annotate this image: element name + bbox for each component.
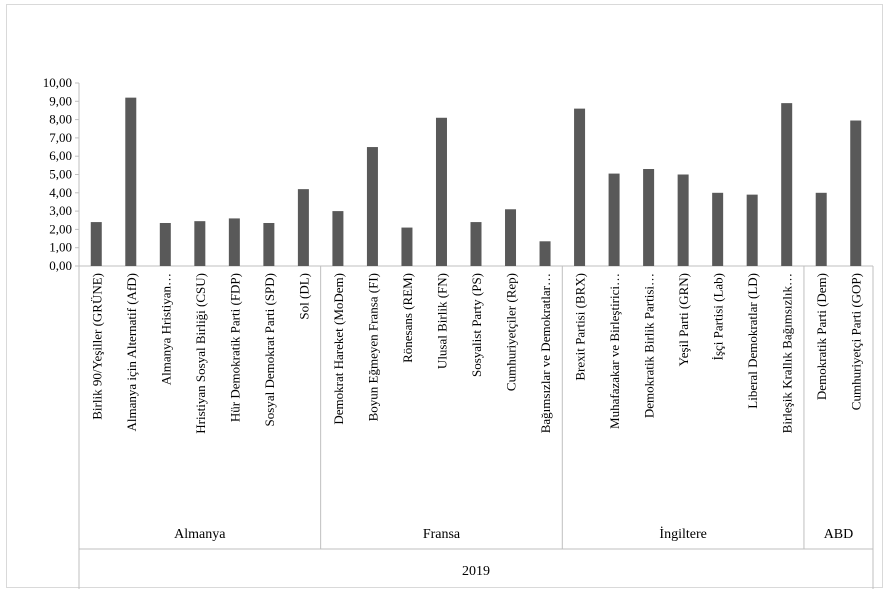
bar	[263, 222, 275, 266]
bar	[332, 211, 344, 266]
bar	[194, 221, 206, 266]
bar	[574, 108, 586, 267]
y-tick-label: 7,00	[49, 130, 72, 145]
x-tick-label: Birleşik Krallık Bağımsızlık…	[780, 273, 795, 433]
x-tick-label: Demokratik Birlik Partisi…	[642, 273, 657, 418]
y-tick-label: 2,00	[49, 221, 72, 236]
bar	[850, 120, 862, 266]
x-tick-label: Birlik 90/Yeşiller (GRÜNE)	[89, 273, 104, 420]
x-tick-label: İşçi Partisi (Lab)	[711, 273, 726, 360]
bar	[539, 241, 551, 266]
bar	[712, 192, 724, 266]
bar	[125, 97, 137, 266]
x-tick-label: Hür Demokratik Parti (FDP)	[227, 273, 242, 422]
bar	[815, 192, 827, 266]
y-tick-label: 3,00	[49, 203, 72, 218]
x-tick-label: Rönesans (REM)	[400, 273, 415, 363]
x-tick-label: Boyun Eğmeyen Fransa (FI)	[365, 273, 380, 421]
bar	[435, 117, 447, 267]
x-tick-label: Bağımsızlar ve Demokratlar…	[538, 273, 553, 433]
x-tick-label: Almanya için Alternatif (AfD)	[124, 273, 139, 431]
x-tick-label: Ulusal Birlik (FN)	[434, 273, 449, 369]
x-tick-label: Brexit Partisi (BRX)	[573, 273, 588, 381]
bar	[781, 103, 793, 266]
x-tick-label: Sosyalist Party (PS)	[469, 273, 484, 377]
bar	[643, 169, 655, 266]
x-tick-label: Almanya Hristiyan…	[158, 273, 173, 385]
x-tick-label: Sosyal Demokrat Parti (SPD)	[262, 273, 277, 426]
y-tick-label: 8,00	[49, 112, 72, 127]
bar	[746, 194, 758, 266]
y-tick-label: 1,00	[49, 240, 72, 255]
x-tick-label: Yeşil Parti (GRN)	[676, 273, 691, 366]
x-tick-label: Demokrat Hareket (MoDem)	[331, 273, 346, 425]
group-label: İngiltere	[659, 526, 706, 542]
chart-frame: 0,00 1,00 2,00 3,00 4,00 5,00 6,00 7,00 8,00 9,00…	[6, 4, 883, 589]
y-tick-label: 0,00	[49, 258, 72, 273]
x-tick-label: Demokratik Parti (Dem)	[814, 273, 829, 400]
group-label: ABD	[824, 527, 854, 542]
bar	[366, 147, 378, 266]
bar	[505, 209, 517, 266]
bar	[677, 174, 689, 266]
bar	[90, 222, 102, 266]
x-tick-label: Sol (DL)	[296, 273, 311, 320]
y-tick-label: 6,00	[49, 148, 72, 163]
bar	[608, 173, 620, 266]
year-label: 2019	[462, 564, 490, 579]
y-tick-label: 10,00	[43, 75, 72, 90]
bar	[470, 222, 482, 266]
bar	[159, 222, 171, 266]
x-tick-label: Cumhuriyetçi Parti (GOP)	[849, 273, 864, 410]
group-label: Almanya	[174, 527, 226, 542]
y-tick-label: 4,00	[49, 185, 72, 200]
y-tick-label: 5,00	[49, 167, 72, 182]
bar	[228, 218, 240, 266]
x-tick-label: Hristiyan Sosyal Birliği (CSU)	[193, 273, 208, 434]
bar-chart: 0,00 1,00 2,00 3,00 4,00 5,00 6,00 7,00 8,00 9,00…	[43, 75, 874, 589]
group-label: Fransa	[423, 527, 461, 542]
bar	[401, 227, 413, 266]
x-tick-label: Cumhuriyetçiler (Rep)	[504, 273, 519, 391]
y-tick-label: 9,00	[49, 93, 72, 108]
bar	[297, 189, 309, 266]
x-tick-label: Muhafazakar ve Birleştirici…	[607, 273, 622, 429]
x-tick-label: Liberal Demokratlar (LD)	[745, 273, 760, 409]
